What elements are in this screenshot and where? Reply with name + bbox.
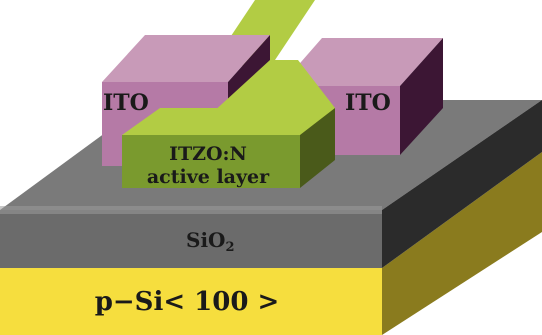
ito-left-label: ITO bbox=[103, 90, 149, 116]
substrate-front-face bbox=[0, 268, 382, 335]
oxide-label-subscript: 2 bbox=[225, 240, 234, 255]
substrate-side-face bbox=[382, 152, 542, 335]
oxide-edge-highlight bbox=[0, 206, 382, 214]
active-layer-side-face bbox=[300, 108, 335, 188]
active-layer-label-line2: active layer bbox=[147, 166, 270, 188]
oxide-label: SiO2 bbox=[186, 228, 235, 255]
ito-right-top-face bbox=[280, 38, 443, 86]
active-layer-top-face bbox=[122, 108, 335, 135]
active-layer-label-line1: ITZO:N bbox=[169, 143, 247, 165]
oxide-label-main: SiO bbox=[186, 228, 225, 252]
ito-left-top-face bbox=[102, 35, 270, 82]
ito-right-side-face bbox=[400, 38, 443, 155]
oxide-front-face bbox=[0, 210, 382, 268]
oxide-side-face bbox=[382, 100, 542, 268]
ito-right-label: ITO bbox=[345, 90, 391, 116]
substrate-label: p−Si< 100 > bbox=[95, 287, 280, 317]
active-layer-front-face bbox=[122, 135, 300, 188]
